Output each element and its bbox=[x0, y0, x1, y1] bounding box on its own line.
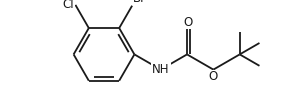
Text: O: O bbox=[209, 70, 218, 83]
Text: NH: NH bbox=[152, 63, 170, 76]
Text: Cl: Cl bbox=[63, 0, 75, 11]
Text: Br: Br bbox=[133, 0, 146, 5]
Text: O: O bbox=[183, 16, 192, 29]
